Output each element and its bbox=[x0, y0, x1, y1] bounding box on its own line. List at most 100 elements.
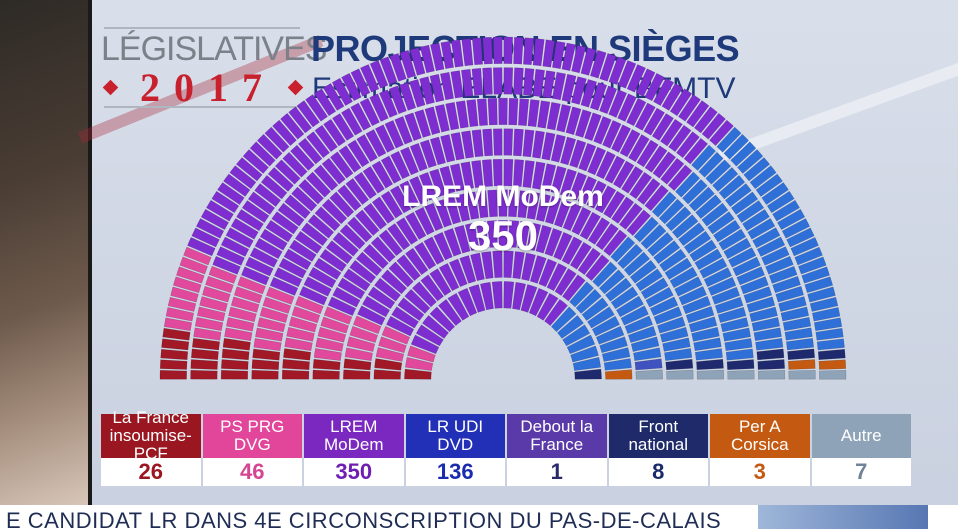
seat-mark bbox=[598, 269, 626, 295]
seat-mark bbox=[247, 191, 276, 215]
seat-mark bbox=[321, 157, 346, 185]
seat-mark bbox=[271, 211, 299, 235]
seat-mark bbox=[399, 180, 420, 209]
seat-mark bbox=[556, 104, 572, 133]
seat-mark bbox=[233, 286, 263, 304]
seat-mark bbox=[281, 369, 310, 380]
seat-mark bbox=[341, 72, 362, 102]
seat-mark bbox=[523, 68, 535, 96]
seat-mark bbox=[296, 100, 320, 128]
seat-mark bbox=[399, 146, 419, 176]
seat-mark bbox=[274, 159, 301, 185]
seat-mark bbox=[630, 336, 660, 352]
seat-mark bbox=[620, 305, 649, 326]
seat-mark bbox=[464, 222, 480, 252]
seat-mark bbox=[561, 42, 576, 71]
seat-mark bbox=[554, 268, 577, 296]
seat-mark bbox=[562, 202, 582, 232]
seat-mark bbox=[404, 288, 431, 314]
seat-mark bbox=[162, 327, 191, 341]
seat-mark bbox=[550, 306, 577, 333]
seat-mark bbox=[191, 348, 219, 360]
seat-mark bbox=[601, 347, 631, 362]
seat-mark bbox=[696, 358, 724, 370]
seat-mark bbox=[581, 297, 609, 321]
seat-mark bbox=[701, 112, 726, 140]
seat-mark bbox=[604, 155, 626, 184]
seat-mark bbox=[565, 106, 582, 136]
seat-mark bbox=[612, 160, 635, 189]
seat-mark bbox=[749, 306, 778, 323]
seat-mark bbox=[418, 172, 438, 201]
seat-mark bbox=[633, 216, 659, 243]
seat-mark bbox=[603, 229, 628, 257]
seat-mark bbox=[661, 83, 684, 111]
seat-mark bbox=[323, 306, 353, 325]
seat-mark bbox=[662, 337, 691, 352]
seat-mark bbox=[523, 37, 535, 66]
seat-mark bbox=[491, 281, 503, 309]
seat-mark bbox=[643, 107, 665, 136]
seat-mark bbox=[566, 334, 596, 355]
seat-mark bbox=[634, 358, 663, 371]
seat-mark bbox=[386, 315, 415, 337]
seat-mark bbox=[343, 358, 372, 371]
seat-mark bbox=[257, 317, 286, 333]
seat-mark bbox=[604, 369, 633, 380]
seat-mark bbox=[313, 164, 339, 191]
seat-mark bbox=[674, 276, 703, 297]
seat-mark bbox=[772, 275, 801, 294]
seat-mark bbox=[380, 155, 402, 184]
ticker-graphic bbox=[758, 505, 928, 529]
seat-mark bbox=[450, 39, 464, 68]
seat-mark bbox=[737, 149, 764, 174]
seat-mark bbox=[260, 174, 288, 200]
seat-mark bbox=[664, 257, 693, 280]
seat-mark bbox=[707, 276, 737, 296]
seat-mark bbox=[591, 315, 620, 337]
seat-mark bbox=[512, 282, 527, 311]
seat-mark bbox=[255, 327, 284, 342]
seat-mark bbox=[450, 70, 464, 99]
legend-party-label: LREM MoDem bbox=[304, 414, 404, 458]
seat-mark bbox=[570, 345, 599, 363]
seat-mark bbox=[420, 274, 444, 302]
seat-mark bbox=[756, 236, 786, 257]
seat-mark bbox=[165, 307, 194, 322]
seat-mark bbox=[455, 193, 471, 222]
seat-mark bbox=[626, 97, 647, 127]
seat-mark bbox=[532, 69, 545, 97]
seat-mark bbox=[454, 224, 471, 254]
seat-mark bbox=[520, 284, 538, 313]
seat-mark bbox=[756, 348, 785, 361]
seat-mark bbox=[599, 85, 618, 115]
seat-mark bbox=[574, 368, 602, 380]
seat-mark bbox=[644, 184, 669, 212]
seat-mark bbox=[321, 198, 348, 225]
seat-mark bbox=[698, 151, 724, 178]
seat-mark bbox=[595, 223, 619, 251]
seat-mark bbox=[685, 306, 715, 324]
seat-mark bbox=[562, 324, 591, 347]
seat-mark bbox=[468, 284, 486, 313]
seat-mark bbox=[389, 53, 407, 82]
seat-mark bbox=[749, 165, 777, 190]
seat-mark bbox=[589, 82, 608, 111]
seat-mark bbox=[644, 145, 668, 173]
seat-mark bbox=[320, 316, 349, 334]
seat-mark bbox=[405, 211, 427, 240]
seat-mark bbox=[723, 237, 752, 260]
seat-mark bbox=[375, 347, 405, 362]
seat-mark bbox=[560, 136, 577, 166]
seat-mark bbox=[407, 345, 436, 363]
legend-item: LREM MoDem 350 bbox=[304, 414, 404, 486]
seat-mark bbox=[703, 267, 733, 288]
seat-mark bbox=[245, 256, 274, 277]
seat-mark bbox=[717, 306, 747, 323]
legend-seat-count: 46 bbox=[202, 458, 302, 486]
legend-item: Per A Corsica 3 bbox=[710, 414, 810, 486]
seat-mark bbox=[193, 327, 222, 341]
seat-mark bbox=[339, 224, 366, 250]
seat-mark bbox=[224, 327, 253, 341]
seat-mark bbox=[585, 254, 610, 281]
